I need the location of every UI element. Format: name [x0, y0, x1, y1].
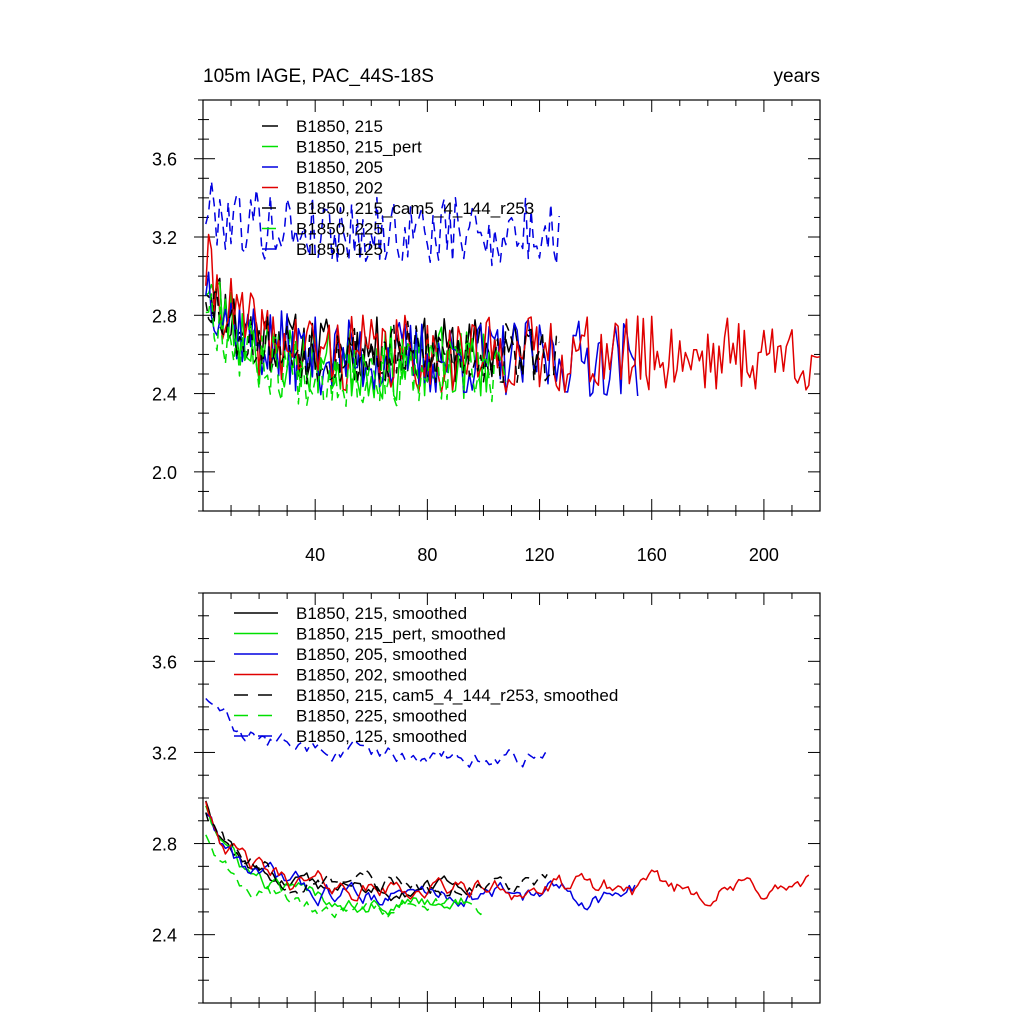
bottom-axes: 2.4 2.8 3.2 3.6 — [152, 592, 820, 1012]
top-title-left: 105m IAGE, PAC_44S-18S — [203, 66, 434, 87]
series-line-b1850-215-cam5-4-144-r253 — [205, 290, 560, 385]
legend-label-b1850-202: B1850, 202 — [296, 179, 383, 198]
series-line-b1850-215-pert-smoothed — [205, 805, 468, 916]
y-tick-label: 3.6 — [152, 150, 177, 170]
top-title-right: years — [774, 66, 820, 87]
y-tick-label: 2.4 — [152, 926, 177, 946]
bottom-panel: 2.42.83.23.6 B1850, 215, smoothedB1850, … — [152, 592, 821, 1012]
legend-label-b1850-215-cam5-4-144-r253: B1850, 215_cam5_4_144_r253 — [296, 199, 534, 218]
y-tick-label: 3.2 — [152, 743, 177, 763]
y-tick-label: 2.0 — [152, 463, 177, 483]
series-line-b1850-202-smoothed — [205, 801, 810, 907]
y-tick-label: 2.8 — [152, 835, 177, 855]
x-tick-label: 80 — [417, 545, 437, 565]
legend-label-b1850-215-cam5-4-144-r253-smoothed: B1850, 215, cam5_4_144_r253, smoothed — [296, 686, 618, 705]
series-line-b1850-202 — [205, 233, 821, 394]
series-line-b1850-205 — [205, 271, 639, 397]
legend-label-b1850-215-smoothed: B1850, 215, smoothed — [296, 604, 467, 623]
legend-label-b1850-215: B1850, 215 — [296, 117, 383, 136]
series-line-b1850-225-smoothed — [205, 834, 485, 919]
series-line-b1850-205-smoothed — [205, 812, 636, 911]
legend-label-b1850-225: B1850, 225 — [296, 220, 383, 239]
y-tick-label: 3.2 — [152, 228, 177, 248]
series-line-b1850-215-cam5-4-144-r253-smoothed — [205, 812, 549, 897]
bottom-legend: B1850, 215, smoothed B1850, 215_pert, smo… — [234, 604, 618, 746]
series-line-b1850-225 — [205, 293, 507, 408]
legend-label-b1850-215-pert-smoothed: B1850, 215_pert, smoothed — [296, 625, 506, 644]
legend-label-b1850-125: B1850, 125 — [296, 240, 383, 259]
legend-label-b1850-202-smoothed: B1850, 202, smoothed — [296, 666, 467, 685]
top-panel: 105m IAGE, PAC_44S-18S years 40 80 120 160 2… — [152, 66, 821, 565]
x-tick-label: 200 — [749, 545, 779, 565]
legend-label-b1850-125-smoothed: B1850, 125, smoothed — [296, 727, 467, 746]
x-tick-label: 160 — [637, 545, 667, 565]
x-tick-label: 40 — [305, 545, 325, 565]
top-series-lines — [205, 180, 821, 408]
legend-label-b1850-225-smoothed: B1850, 225, smoothed — [296, 707, 467, 726]
x-tick-label: 120 — [525, 545, 555, 565]
y-tick-label: 2.4 — [152, 385, 177, 405]
legend-label-b1850-215-pert: B1850, 215_pert — [296, 138, 422, 157]
legend-label-b1850-205: B1850, 205 — [296, 158, 383, 177]
y-tick-label: 3.6 — [152, 652, 177, 672]
top-axes: 40 80 120 160 200 2.0 2.4 2.8 3.2 3.6 — [152, 99, 820, 565]
y-tick-label: 2.8 — [152, 306, 177, 326]
legend-label-b1850-205-smoothed: B1850, 205, smoothed — [296, 645, 467, 664]
series-line-b1850-125 — [205, 180, 560, 267]
